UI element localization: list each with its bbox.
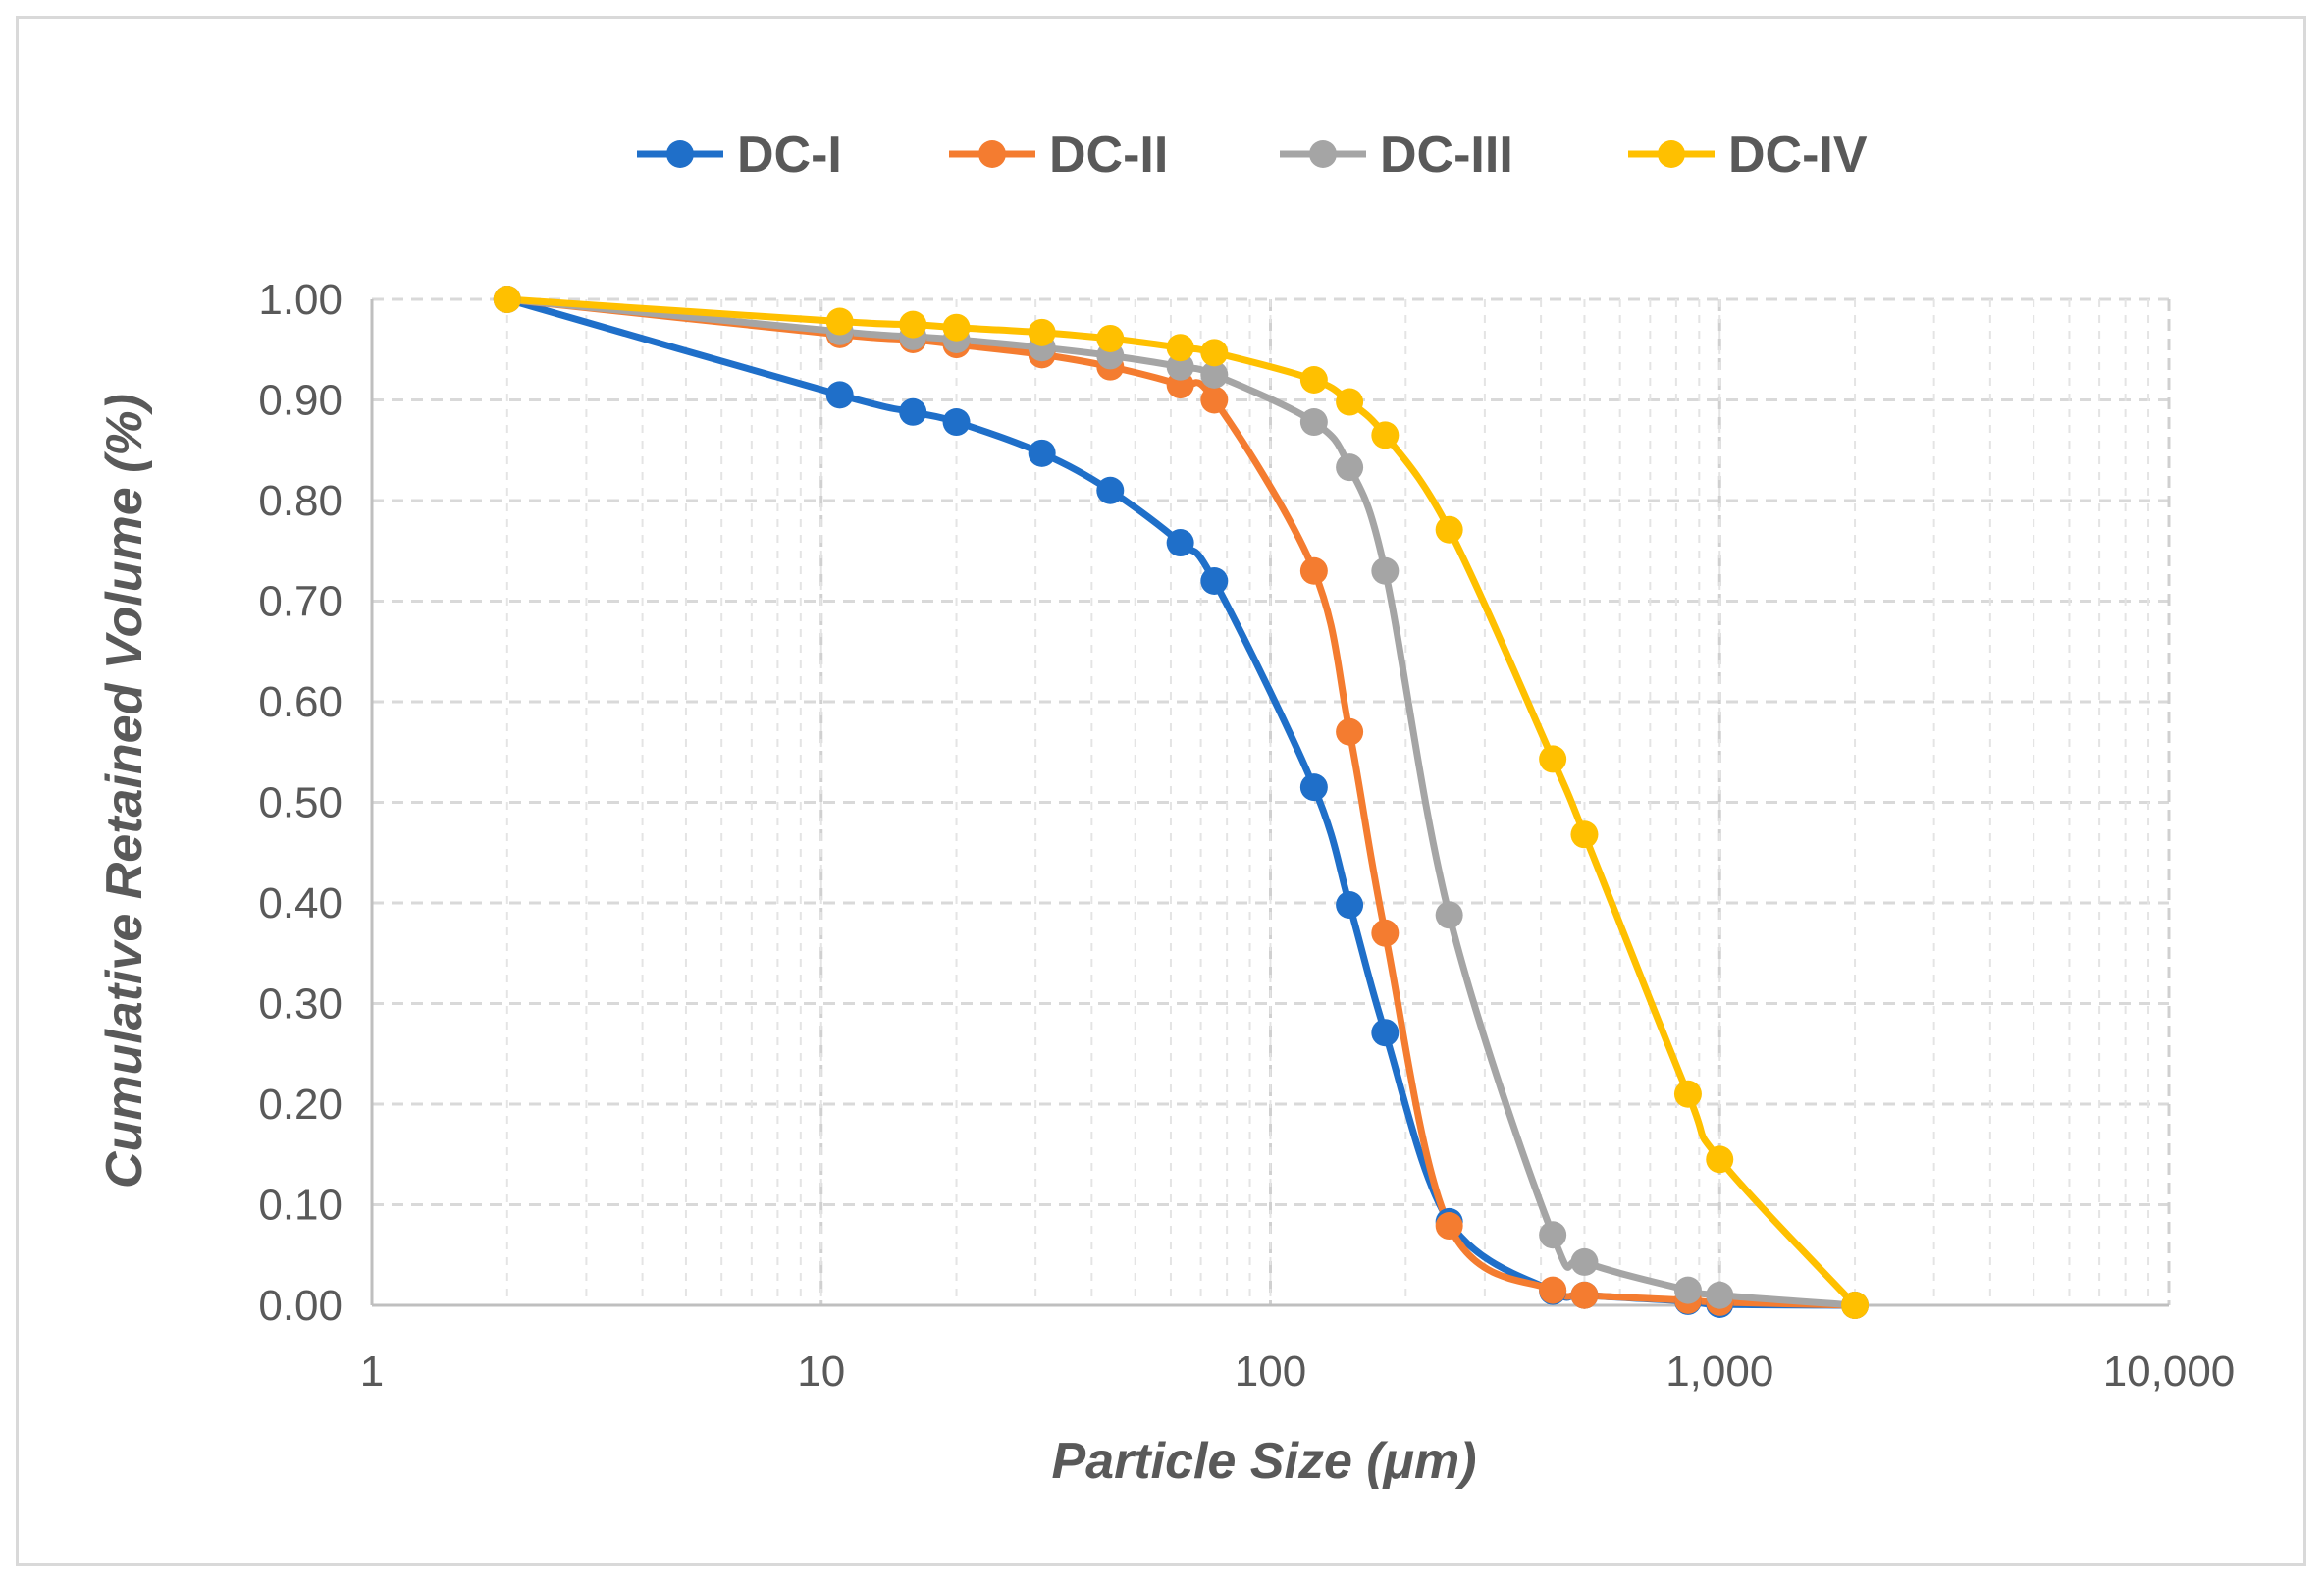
data-point-dc-iii — [1336, 453, 1364, 482]
y-tick-label: 0.00 — [258, 1282, 343, 1330]
legend-label-dc-i: DC-I — [737, 127, 842, 184]
data-point-dc-iv — [825, 307, 854, 336]
data-point-dc-ii — [1539, 1276, 1567, 1304]
data-point-dc-iii — [1706, 1281, 1734, 1309]
data-point-dc-iv — [1539, 745, 1567, 773]
series-points — [493, 286, 1870, 1319]
data-point-dc-iii — [1166, 352, 1194, 381]
y-tick-label: 0.10 — [258, 1182, 343, 1230]
data-point-dc-i — [1371, 1019, 1400, 1047]
y-tick-label: 0.90 — [258, 377, 343, 425]
data-point-dc-i — [1299, 773, 1328, 802]
data-point-dc-ii — [1371, 919, 1400, 947]
x-tick-label: 1 — [360, 1347, 384, 1396]
data-point-dc-ii — [1336, 717, 1364, 746]
y-axis-title: Cumulative Retained Volume (%) — [96, 394, 153, 1189]
x-tick-labels: 1 10 100 1,000 10,000 — [360, 1347, 2236, 1396]
data-point-dc-iv — [1096, 324, 1125, 352]
data-point-dc-iii — [1435, 901, 1463, 929]
data-point-dc-iii — [1299, 408, 1328, 437]
y-tick-label: 1.00 — [258, 276, 343, 324]
x-tick-label: 1,000 — [1665, 1347, 1773, 1396]
data-point-dc-iv — [899, 310, 927, 339]
data-point-dc-i — [1166, 529, 1194, 557]
chart-frame: 0.00 0.10 0.20 0.30 0.40 0.50 0.60 0.70 0.80 0.90… — [16, 16, 2306, 1566]
y-tick-label: 0.70 — [258, 578, 343, 626]
data-point-dc-iv — [1706, 1145, 1734, 1174]
data-point-dc-i — [1200, 567, 1229, 595]
x-tick-label: 10,000 — [2103, 1347, 2236, 1396]
data-point-dc-ii — [1570, 1281, 1599, 1309]
legend: DC-I DC-II DC-III DC-IV — [637, 127, 1868, 184]
y-tick-label: 0.30 — [258, 980, 343, 1029]
y-tick-label: 0.80 — [258, 477, 343, 525]
data-point-dc-i — [899, 397, 927, 426]
data-point-dc-ii — [1200, 386, 1229, 414]
data-point-dc-iv — [1673, 1080, 1702, 1108]
data-point-dc-iv — [1166, 334, 1194, 362]
x-axis-title: Particle Size (μm) — [1051, 1433, 1476, 1490]
y-tick-label: 0.60 — [258, 678, 343, 726]
x-tick-label: 100 — [1235, 1347, 1306, 1396]
legend-marker-dc-iii — [1309, 140, 1337, 168]
data-point-dc-iii — [1673, 1276, 1702, 1304]
axes — [370, 299, 2169, 1307]
grid — [372, 297, 2171, 1305]
data-point-dc-iv — [1336, 388, 1364, 416]
data-point-dc-iv — [1200, 339, 1229, 367]
data-point-dc-i — [825, 381, 854, 409]
data-point-dc-iv — [1570, 820, 1599, 849]
data-point-dc-ii — [1299, 556, 1328, 585]
legend-label-dc-iv: DC-IV — [1728, 127, 1868, 184]
data-point-dc-iii — [1539, 1221, 1567, 1249]
data-point-dc-iv — [942, 313, 971, 342]
y-tick-label: 0.20 — [258, 1081, 343, 1129]
data-point-dc-ii — [1435, 1212, 1463, 1241]
data-point-dc-iv — [1299, 366, 1328, 394]
legend-label-dc-ii: DC-II — [1049, 127, 1168, 184]
y-tick-label: 0.50 — [258, 779, 343, 827]
x-tick-label: 10 — [797, 1347, 845, 1396]
legend-label-dc-iii: DC-III — [1380, 127, 1513, 184]
data-point-dc-i — [942, 408, 971, 437]
y-tick-label: 0.40 — [258, 879, 343, 927]
data-point-dc-iv — [1435, 515, 1463, 544]
legend-marker-dc-iv — [1658, 140, 1685, 168]
data-point-dc-iv — [1841, 1292, 1870, 1319]
data-point-dc-iv — [1028, 318, 1056, 346]
legend-marker-dc-i — [666, 140, 694, 168]
legend-marker-dc-ii — [978, 140, 1006, 168]
y-tick-labels: 0.00 0.10 0.20 0.30 0.40 0.50 0.60 0.70 0.80 0.90… — [258, 276, 343, 1330]
data-point-dc-i — [1336, 891, 1364, 920]
data-point-dc-iii — [1371, 556, 1400, 585]
data-point-dc-i — [1028, 439, 1056, 467]
data-point-dc-iii — [1570, 1247, 1599, 1276]
particle-size-chart: 0.00 0.10 0.20 0.30 0.40 0.50 0.60 0.70 0.80 0.90… — [96, 127, 2236, 1490]
data-point-dc-iii — [1200, 360, 1229, 389]
data-point-dc-iv — [493, 286, 521, 313]
data-point-dc-i — [1096, 476, 1125, 504]
data-point-dc-iv — [1371, 421, 1400, 449]
